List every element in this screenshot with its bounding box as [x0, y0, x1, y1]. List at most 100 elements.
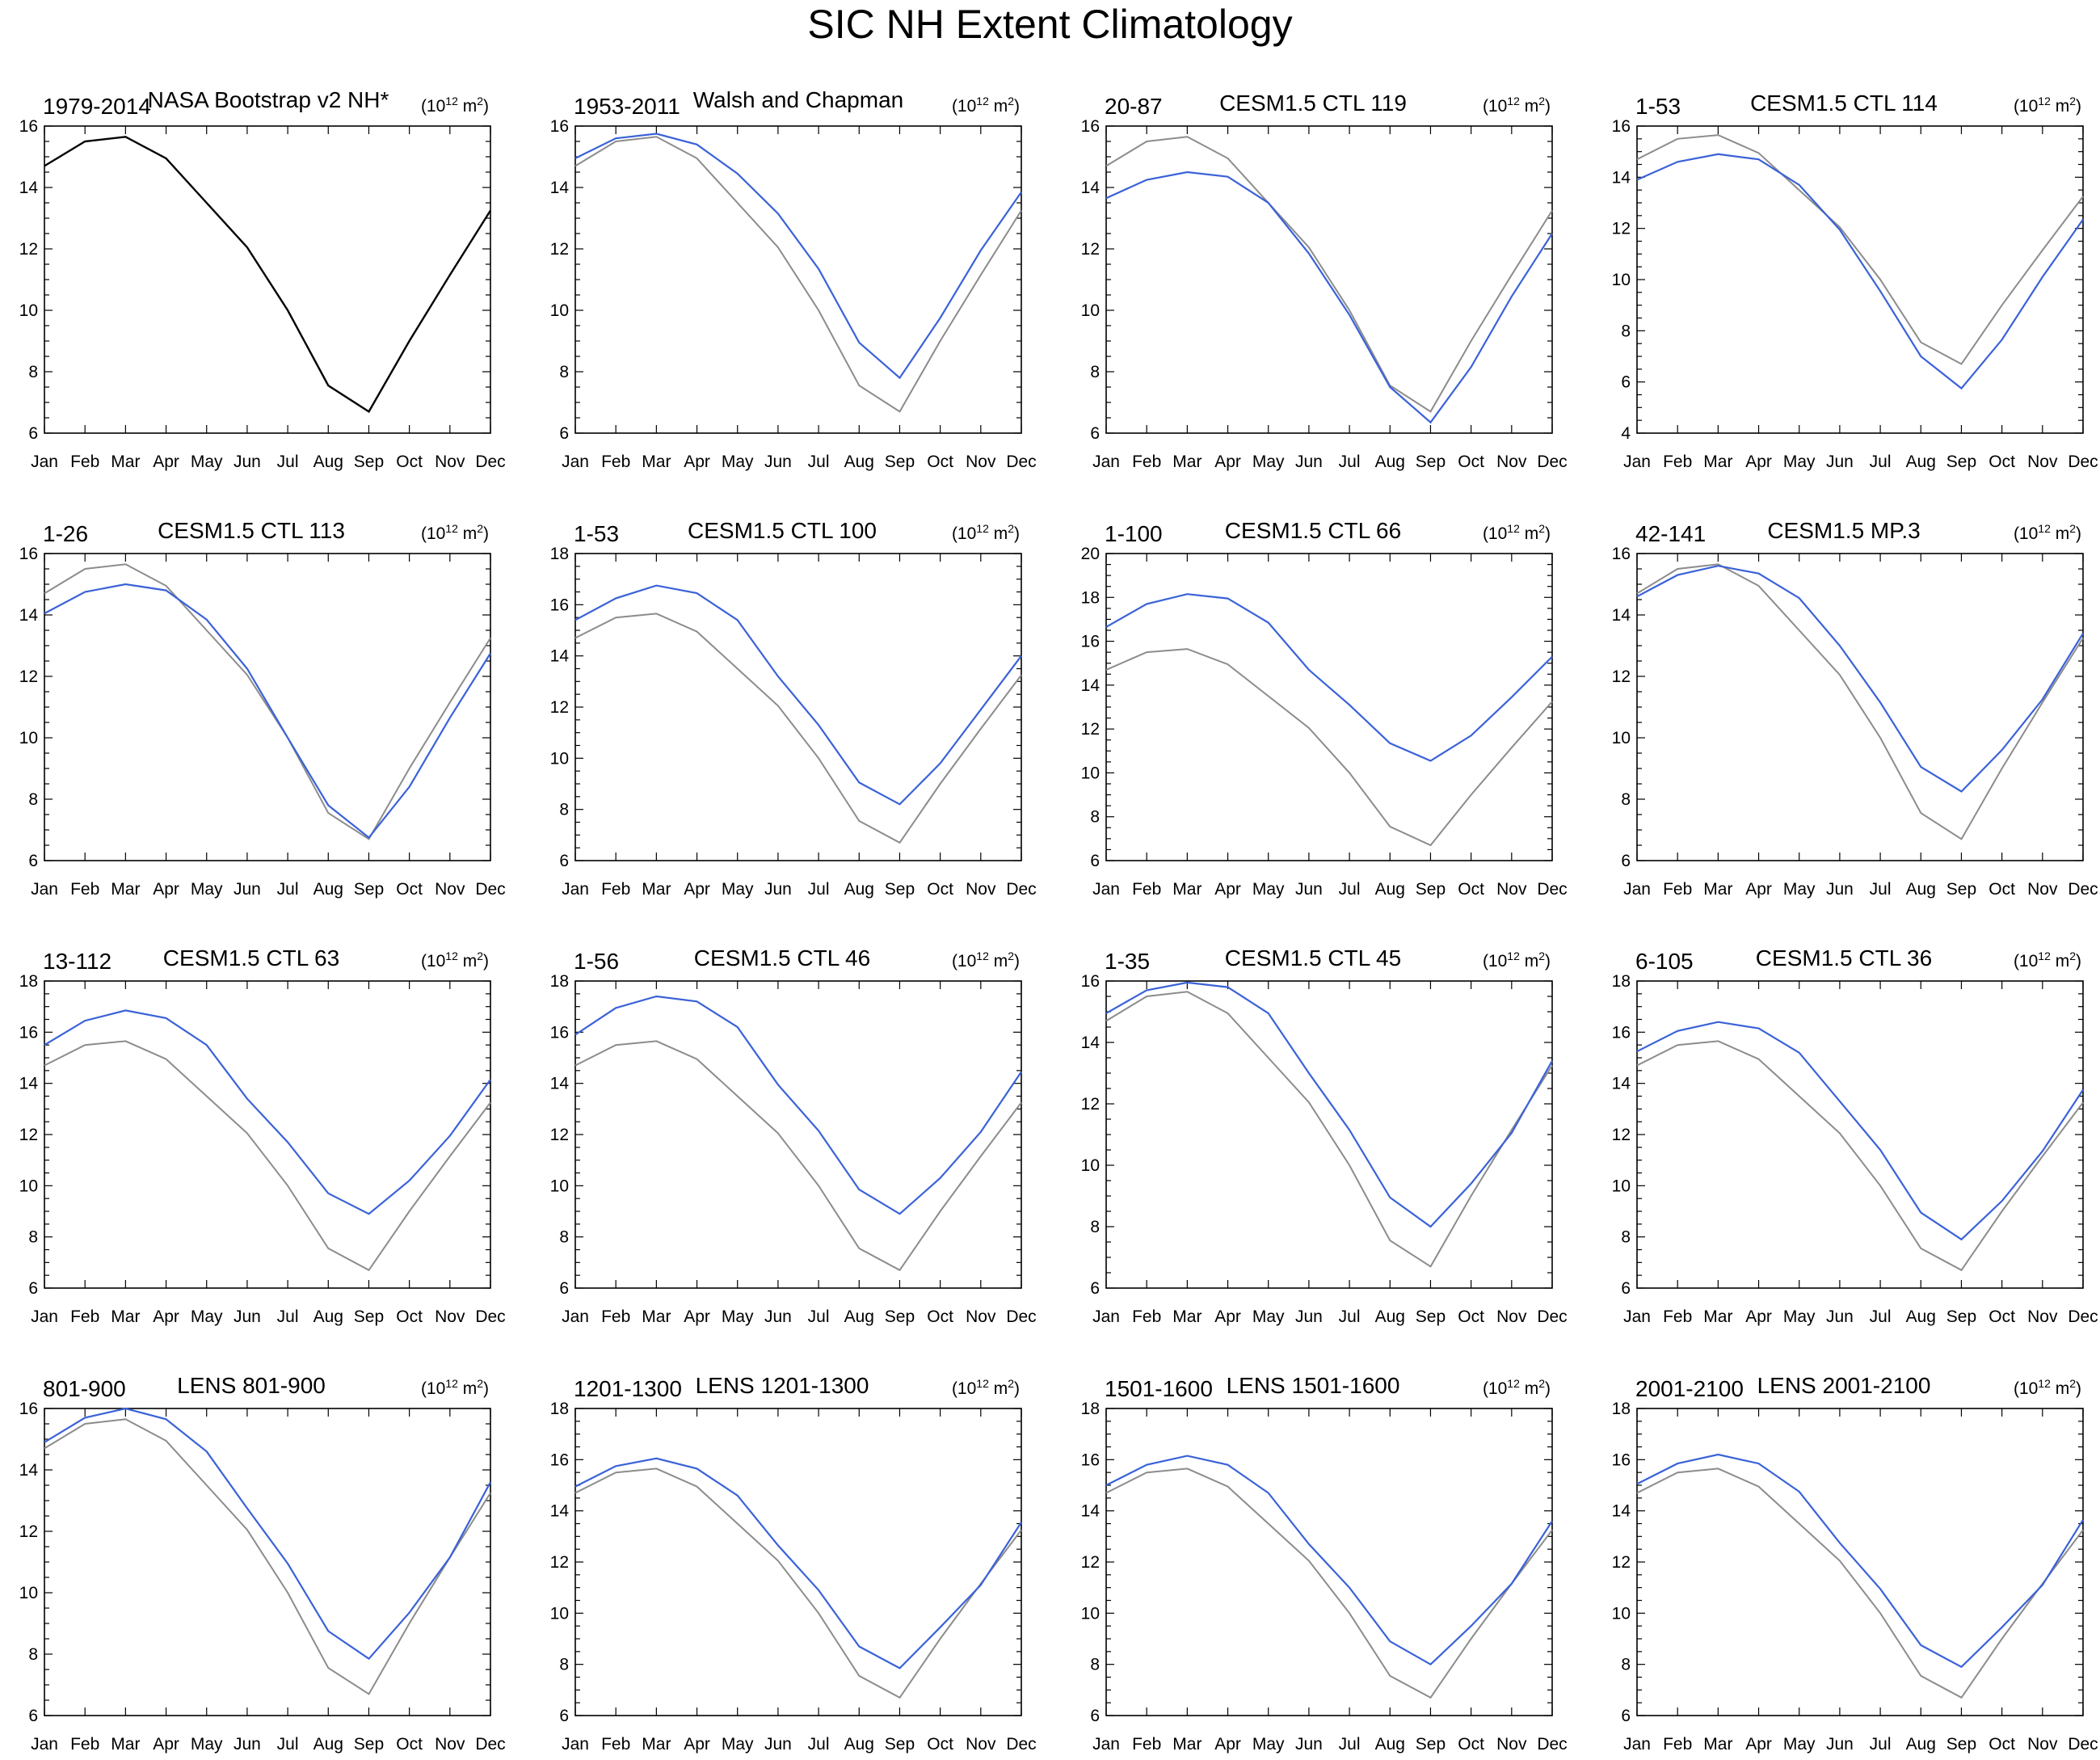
x-tick-label: Jan: [1092, 453, 1120, 471]
x-tick-label: Jan: [562, 1735, 589, 1754]
chart-panel-10: 6 8 10 12 14 16 18 Jan Feb Mar Apr May Jun Jul Aug Sep O…: [550, 945, 1037, 1326]
chart-panel-5: 6 8 10 12 14 16 Jan Feb Mar Apr May Jun Jul Aug Sep Oct…: [19, 518, 506, 899]
x-tick-label: Mar: [1172, 453, 1202, 471]
y-tick-label: 10: [550, 1604, 569, 1623]
chart-panel-16: 6 8 10 12 14 16 18 Jan Feb Mar Apr May Jun Jul Aug Sep O…: [1612, 1373, 2098, 1754]
y-tick-label: 10: [550, 749, 569, 768]
x-tick-label: Nov: [435, 1735, 465, 1754]
panel-units-label: (1012 m2): [1483, 95, 1551, 116]
x-tick-label: Sep: [1946, 1735, 1976, 1754]
y-tick-label: 14: [1081, 676, 1101, 695]
y-tick-label: 8: [1621, 1228, 1631, 1247]
y-tick-label: 6: [1621, 373, 1631, 392]
panel-center-label: CESM1.5 CTL 46: [694, 945, 870, 971]
x-tick-label: Dec: [475, 1307, 505, 1326]
x-tick-label: Feb: [1132, 1307, 1161, 1326]
x-tick-label: Apr: [153, 453, 179, 471]
series-line-model: [1636, 1021, 2084, 1241]
panel-center-label: LENS 2001-2100: [1757, 1373, 1931, 1398]
panel-center-label: CESM1.5 CTL 66: [1225, 518, 1401, 543]
series-line-model: [1636, 1453, 2084, 1669]
x-tick-label: Nov: [1496, 1735, 1527, 1754]
panel-left-label: 1-35: [1105, 949, 1150, 974]
y-tick-label: 12: [1612, 1126, 1631, 1144]
x-tick-label: Jan: [1623, 880, 1651, 899]
x-tick-label: Dec: [1006, 453, 1036, 471]
x-tick-label: Mar: [1703, 1735, 1732, 1754]
x-tick-label: Jul: [1870, 1735, 1892, 1754]
y-tick-label: 14: [1081, 179, 1101, 197]
plot-frame: [1636, 1408, 2084, 1716]
y-tick-label: 6: [1621, 1707, 1631, 1725]
x-tick-label: Nov: [1496, 1307, 1527, 1326]
x-tick-label: Oct: [927, 880, 953, 899]
y-tick-label: 8: [28, 1228, 38, 1247]
x-tick-label: Aug: [314, 1307, 343, 1326]
panel-left-label: 1501-1600: [1105, 1376, 1213, 1401]
x-tick-label: Feb: [1132, 1735, 1161, 1754]
x-tick-label: Jun: [1295, 1307, 1323, 1326]
series-line-reference: [44, 136, 492, 414]
x-tick-label: Jul: [1870, 880, 1892, 899]
x-tick-label: Jul: [277, 1307, 299, 1326]
x-tick-label: Jun: [764, 1735, 792, 1754]
plot-frame: [1636, 980, 2084, 1289]
y-tick-label: 8: [28, 363, 38, 381]
series-line-reference: [1105, 136, 1553, 413]
series-line-model: [574, 133, 1022, 380]
panel-units-label: (1012 m2): [1483, 522, 1551, 543]
x-tick-label: Oct: [1458, 1307, 1484, 1326]
y-tick-label: 16: [1612, 1023, 1631, 1042]
panel-center-label: CESM1.5 CTL 119: [1219, 91, 1407, 116]
series-line-reference: [44, 563, 491, 840]
x-tick-label: Jun: [1826, 880, 1854, 899]
y-tick-label: 14: [550, 1075, 570, 1093]
x-tick-label: Sep: [354, 1735, 384, 1754]
x-tick-label: Mar: [1703, 453, 1732, 471]
x-tick-label: Jan: [562, 880, 589, 899]
x-tick-label: Apr: [1214, 1307, 1241, 1326]
x-tick-label: May: [191, 1735, 223, 1754]
panel-center-label: LENS 1501-1600: [1227, 1373, 1400, 1398]
panel-center-label: CESM1.5 CTL 63: [163, 945, 339, 971]
y-tick-label: 10: [1612, 1604, 1631, 1623]
y-tick-label: 14: [19, 179, 39, 197]
x-tick-label: Jun: [1826, 1735, 1854, 1754]
panel-left-label: 6-105: [1635, 949, 1694, 974]
x-tick-label: Aug: [844, 880, 874, 899]
chart-panel-6: 6 8 10 12 14 16 18 Jan Feb Mar Apr May Jun Jul Aug Sep O…: [550, 518, 1037, 899]
chart-panel-13: 6 8 10 12 14 16 Jan Feb Mar Apr May Jun Jul Aug Sep Oct…: [19, 1373, 506, 1754]
panel-units-label: (1012 m2): [421, 949, 489, 971]
y-tick-label: 4: [1621, 424, 1631, 443]
series-line-reference: [1636, 1467, 2084, 1699]
y-tick-label: 10: [19, 729, 38, 747]
x-tick-label: Dec: [1006, 1735, 1036, 1754]
y-tick-label: 16: [550, 596, 569, 614]
x-tick-label: Jun: [234, 453, 261, 471]
panel-left-label: 1-53: [1635, 94, 1681, 119]
x-tick-label: Jan: [31, 880, 58, 899]
chart-panel-15: 6 8 10 12 14 16 18 Jan Feb Mar Apr May Jun Jul Aug Sep O…: [1081, 1373, 1568, 1754]
x-tick-label: Feb: [601, 880, 630, 899]
y-tick-label: 18: [1081, 1400, 1100, 1418]
x-tick-label: Feb: [70, 1735, 99, 1754]
series-line-model: [574, 584, 1022, 806]
chart-panel-11: 6 8 10 12 14 16 Jan Feb Mar Apr May Jun Jul Aug Sep Oct…: [1081, 945, 1568, 1326]
y-tick-label: 8: [1621, 322, 1631, 340]
x-tick-label: Oct: [927, 453, 953, 471]
figure-title: SIC NH Extent Climatology: [0, 0, 2100, 48]
x-tick-label: Aug: [314, 1735, 343, 1754]
x-tick-label: Sep: [1946, 1307, 1976, 1326]
y-tick-label: 18: [550, 1400, 569, 1418]
series-line-model: [1105, 171, 1553, 424]
panel-left-label: 2001-2100: [1635, 1376, 1744, 1401]
x-tick-label: Oct: [396, 1735, 423, 1754]
y-tick-label: 16: [550, 117, 569, 136]
y-tick-label: 10: [1612, 271, 1631, 289]
panel-center-label: CESM1.5 CTL 36: [1756, 945, 1932, 971]
series-line-model: [1105, 593, 1553, 762]
y-tick-label: 14: [1081, 1502, 1101, 1521]
y-tick-label: 8: [559, 1228, 569, 1247]
x-tick-label: Dec: [2068, 453, 2098, 471]
x-tick-label: Jan: [31, 1735, 58, 1754]
